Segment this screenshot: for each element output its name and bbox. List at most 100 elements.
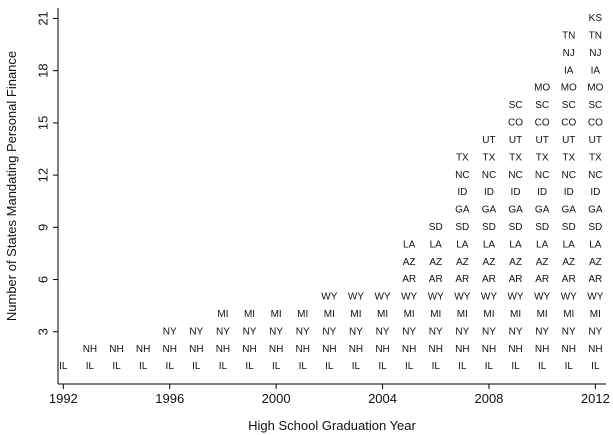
- state-label-ny: NY: [588, 326, 602, 337]
- year-column: IL NH NY MI WY AR AZ LA SD GA ID NC TX UT CO SC MO: [534, 83, 550, 373]
- y-axis: 3 6 9 12 15 18 21: [35, 8, 59, 384]
- state-label-la: LA: [456, 239, 469, 250]
- state-label-sd: SD: [535, 222, 549, 233]
- state-label-az: AZ: [483, 257, 496, 268]
- state-label-sd: SD: [482, 222, 496, 233]
- state-label-az: AZ: [562, 257, 575, 268]
- x-tick-label: 2008: [474, 391, 503, 406]
- state-label-ut: UT: [509, 135, 522, 146]
- state-label-wy: WY: [321, 292, 337, 303]
- year-column: IL: [59, 361, 68, 372]
- state-label-co: CO: [588, 118, 603, 129]
- state-label-nh: NH: [429, 344, 443, 355]
- state-label-il: IL: [352, 361, 361, 372]
- state-label-mi: MI: [271, 309, 282, 320]
- state-label-id: ID: [590, 187, 600, 198]
- state-label-il: IL: [299, 361, 308, 372]
- x-tick-label: 2012: [581, 391, 610, 406]
- state-label-wy: WY: [401, 292, 417, 303]
- state-label-nc: NC: [535, 170, 549, 181]
- state-label-id: ID: [564, 187, 574, 198]
- state-label-mi: MI: [563, 309, 574, 320]
- state-label-mi: MI: [430, 309, 441, 320]
- state-label-wy: WY: [507, 292, 523, 303]
- state-label-tx: TX: [589, 152, 602, 163]
- state-label-mi: MI: [590, 309, 601, 320]
- state-label-nh: NH: [455, 344, 469, 355]
- state-label-il: IL: [192, 361, 201, 372]
- state-label-sc: SC: [562, 100, 576, 111]
- state-label-az: AZ: [509, 257, 522, 268]
- y-tick-label: 12: [35, 168, 50, 182]
- state-label-mi: MI: [217, 309, 228, 320]
- year-column: IL NH: [109, 344, 123, 372]
- state-label-il: IL: [166, 361, 175, 372]
- state-label-ny: NY: [429, 326, 443, 337]
- state-label-ar: AR: [509, 274, 523, 285]
- state-label-ny: NY: [243, 326, 257, 337]
- year-column: IL NH NY MI WY: [321, 292, 337, 373]
- state-label-co: CO: [561, 118, 576, 129]
- state-label-nj: NJ: [563, 48, 575, 59]
- state-label-sd: SD: [509, 222, 523, 233]
- year-column: IL NH NY MI: [269, 309, 283, 372]
- state-label-mi: MI: [457, 309, 468, 320]
- year-column: IL NH NY MI WY: [348, 292, 364, 373]
- state-label-ar: AR: [402, 274, 416, 285]
- state-label-il: IL: [591, 361, 600, 372]
- state-label-mi: MI: [244, 309, 255, 320]
- state-label-tx: TX: [536, 152, 549, 163]
- state-label-il: IL: [86, 361, 95, 372]
- state-label-nh: NH: [375, 344, 389, 355]
- state-label-id: ID: [537, 187, 547, 198]
- state-label-az: AZ: [429, 257, 442, 268]
- state-label-ny: NY: [269, 326, 283, 337]
- state-label-il: IL: [245, 361, 254, 372]
- x-tick-label: 2004: [368, 391, 397, 406]
- state-label-ar: AR: [562, 274, 576, 285]
- x-axis-title: High School Graduation Year: [248, 418, 416, 433]
- y-tick-label: 15: [35, 116, 50, 130]
- state-label-id: ID: [511, 187, 521, 198]
- state-label-ny: NY: [535, 326, 549, 337]
- state-label-az: AZ: [536, 257, 549, 268]
- state-label-il: IL: [272, 361, 281, 372]
- state-label-sd: SD: [588, 222, 602, 233]
- state-label-ny: NY: [509, 326, 523, 337]
- state-label-ut: UT: [589, 135, 602, 146]
- state-label-mi: MI: [377, 309, 388, 320]
- state-label-ny: NY: [402, 326, 416, 337]
- state-label-nh: NH: [242, 344, 256, 355]
- state-label-sd: SD: [429, 222, 443, 233]
- state-label-mi: MI: [324, 309, 335, 320]
- state-label-mi: MI: [404, 309, 415, 320]
- state-label-wy: WY: [481, 292, 497, 303]
- state-label-nh: NH: [216, 344, 230, 355]
- state-label-nh: NH: [482, 344, 496, 355]
- state-label-la: LA: [483, 239, 496, 250]
- state-label-ny: NY: [216, 326, 230, 337]
- state-label-ny: NY: [562, 326, 576, 337]
- y-axis-title: Number of States Mandating Personal Fina…: [4, 51, 19, 321]
- x-tick-label: 1996: [155, 391, 184, 406]
- state-label-nh: NH: [163, 344, 177, 355]
- state-label-mo: MO: [534, 83, 550, 94]
- state-label-mo: MO: [561, 83, 577, 94]
- state-label-id: ID: [457, 187, 467, 198]
- state-label-ny: NY: [455, 326, 469, 337]
- state-label-il: IL: [485, 361, 494, 372]
- year-column: IL NH: [136, 344, 150, 372]
- state-label-wy: WY: [454, 292, 470, 303]
- state-label-co: CO: [535, 118, 550, 129]
- state-label-il: IL: [139, 361, 148, 372]
- state-label-nh: NH: [296, 344, 310, 355]
- state-label-nh: NH: [508, 344, 522, 355]
- state-label-tn: TN: [562, 30, 575, 41]
- state-label-il: IL: [511, 361, 520, 372]
- state-label-la: LA: [403, 239, 416, 250]
- state-label-nh: NH: [349, 344, 363, 355]
- state-label-ut: UT: [562, 135, 575, 146]
- state-label-ga: GA: [535, 205, 550, 216]
- state-label-az: AZ: [456, 257, 469, 268]
